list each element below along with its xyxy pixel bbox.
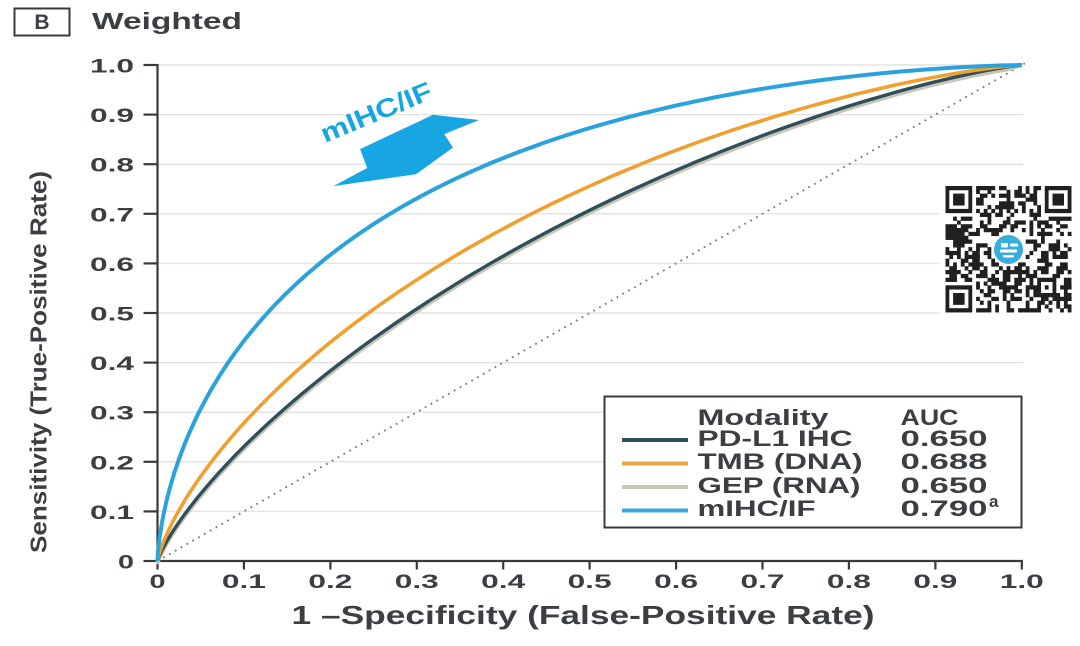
svg-text:0.6: 0.6	[654, 572, 698, 593]
svg-text:B: B	[34, 11, 49, 34]
svg-text:mIHC/IF: mIHC/IF	[698, 496, 816, 521]
svg-text:Weighted: Weighted	[92, 8, 242, 34]
svg-text:PD-L1 IHC: PD-L1 IHC	[698, 426, 853, 451]
svg-text:0.650: 0.650	[901, 426, 988, 451]
svg-text:Sensitivity (True-Positive Rat: Sensitivity (True-Positive Rate)	[26, 171, 52, 553]
svg-text:GEP (RNA): GEP (RNA)	[698, 473, 861, 498]
svg-text:0: 0	[118, 553, 134, 574]
svg-text:1.0: 1.0	[1000, 572, 1044, 593]
svg-text:0: 0	[150, 572, 166, 593]
svg-text:0.6: 0.6	[90, 255, 134, 276]
svg-text:0.1: 0.1	[90, 503, 135, 524]
svg-text:0.9: 0.9	[90, 106, 134, 127]
svg-text:0.2: 0.2	[90, 453, 134, 474]
svg-text:0.5: 0.5	[90, 305, 135, 326]
svg-text:0.1: 0.1	[222, 572, 267, 593]
svg-text:a: a	[989, 492, 999, 511]
svg-text:1 –Specificity (False-Positive: 1 –Specificity (False-Positive Rate)	[292, 600, 875, 630]
svg-text:0.4: 0.4	[90, 354, 135, 375]
svg-text:0.2: 0.2	[308, 572, 352, 593]
svg-text:0.3: 0.3	[395, 572, 439, 593]
svg-text:0.688: 0.688	[901, 449, 988, 474]
svg-text:1.0: 1.0	[90, 57, 134, 78]
svg-text:0.3: 0.3	[90, 404, 134, 425]
svg-text:Modality: Modality	[698, 405, 830, 430]
svg-text:0.790: 0.790	[901, 496, 988, 521]
svg-text:0.8: 0.8	[90, 156, 134, 177]
svg-text:AUC: AUC	[901, 405, 959, 430]
svg-text:0.8: 0.8	[827, 572, 871, 593]
svg-text:0.7: 0.7	[90, 205, 134, 226]
svg-text:0.7: 0.7	[741, 572, 785, 593]
svg-text:0.650: 0.650	[901, 473, 988, 498]
svg-text:0.5: 0.5	[568, 572, 613, 593]
svg-text:0.9: 0.9	[913, 572, 957, 593]
svg-text:TMB (DNA): TMB (DNA)	[698, 449, 863, 474]
svg-text:0.4: 0.4	[481, 572, 526, 593]
